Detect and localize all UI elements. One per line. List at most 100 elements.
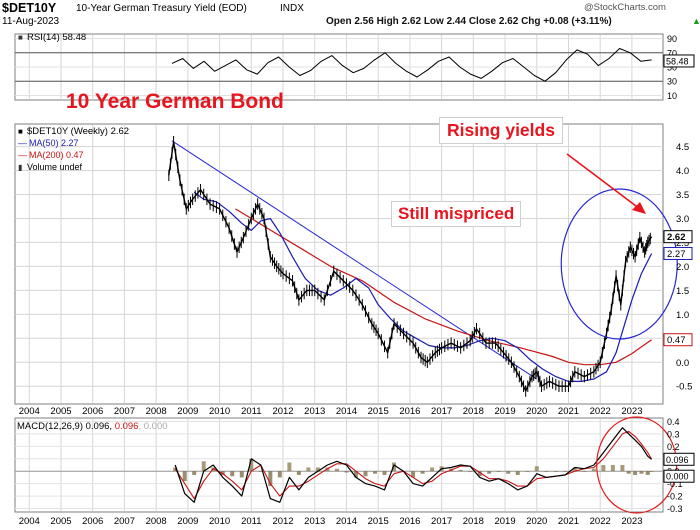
x-tick-label: 2017 [431,516,452,527]
highlight-circle-price [560,188,678,340]
macd-histogram-bar [645,471,650,475]
rsi-legend-swatch: ■ [18,33,23,42]
macd-histogram-bar [249,458,254,472]
x-tick-label: 2022 [590,516,611,527]
macd-y-tick-label: -0.1 [667,479,683,489]
x-tick-label: 2009 [177,516,198,527]
macd-legend: MACD(12,26,9) 0.096, 0.096, 0.000 [17,421,168,432]
macd-histogram-bar [601,465,606,472]
macd-histogram-bar [563,471,568,473]
rsi-line [171,48,652,82]
macd-histogram-bar [534,466,539,472]
macd-histogram-bar [392,462,397,472]
macd-histogram-bar [325,467,330,472]
price-y-tick-label: 3.5 [676,190,689,201]
volume-legend: Volume undef [27,162,83,172]
macd-histogram-bar [525,471,530,473]
annotation-still-mispriced: Still mispriced [391,201,522,227]
x-tick-label: 2011 [241,516,261,527]
x-tick-label: 2023 [621,406,642,417]
up-arrow-icon: ▲ [692,16,700,26]
x-tick-label: 2013 [304,516,325,527]
rsi-value-tag-box [663,54,695,68]
macd-y-tick-label: 0.2 [667,442,680,452]
price-y-tick-label: 1.0 [676,310,689,321]
macd-histogram-bar [192,471,197,475]
macd-histogram-bar [582,471,587,473]
macd-histogram-bar [182,471,187,482]
ma50-legend: MA(50) 2.27 [29,138,79,148]
x-tick-label: 2018 [463,406,484,417]
macd-histogram-bar [487,471,492,474]
macd-histogram-bar [411,471,416,478]
x-tick-label: 2012 [272,406,293,417]
macd-histogram-bar [553,471,558,473]
macd-histogram-bar [315,467,320,472]
price-y-tick-label: 3.0 [676,214,689,225]
annotation-arrowhead [632,202,646,214]
trendline [171,140,538,380]
x-tick-label: 2021 [558,406,579,417]
macd-histogram-bar [296,471,301,475]
chart-date: 11-Aug-2023 [2,16,60,27]
ma200-legend-swatch: — [18,150,27,160]
macd-y-tick-label: 0.3 [667,429,680,439]
x-tick-label: 2018 [463,516,484,527]
macd-histogram-bar [201,461,206,472]
chart-marks [168,48,654,503]
annotation-title: 10 Year German Bond [66,90,284,113]
x-tick-label: 2014 [336,516,357,527]
x-tick-label: 2015 [368,406,389,417]
macd-histogram-bar [477,471,482,477]
chart-symbol: $DET10Y [2,1,57,15]
macd-histogram-bar [515,471,520,475]
x-tick-label: 2016 [399,406,420,417]
rsi-legend: RSI(14) 58.48 [27,32,86,43]
x-tick-label: 2017 [431,406,452,417]
x-tick-label: 2008 [146,406,167,417]
histogram-value-tag: 0.000 [666,472,689,482]
annotation-arrow-line [566,153,641,210]
macd-histogram-bar [230,471,235,477]
x-tick-label: 2008 [146,516,167,527]
ma50-value-tag-box [663,246,693,260]
price-y-tick-label: 4.5 [676,142,689,153]
x-tick-label: 2010 [209,406,230,417]
annotation-rising-yields: Rising yields [439,117,563,144]
ma200-value-tag-box [663,333,693,347]
grid-lines [15,35,663,511]
rsi-y-tick-label: 90 [667,34,677,44]
price-y-tick-label: 0.0 [676,358,689,369]
macd-histogram-bar [334,468,339,472]
watermark: @StockCharts.com [584,2,666,13]
ma50-legend-swatch: — [18,138,27,148]
histogram-value-tag-box [663,469,695,483]
macd-histogram-bar [239,471,244,478]
x-tick-label: 2015 [368,516,389,527]
x-tick-label: 2020 [526,406,547,417]
close-value-tag: 2.62 [667,232,686,243]
macd-histogram-bar [353,471,358,478]
rsi-value-tag: 58.48 [666,56,689,66]
price-legend-swatch: ■ [18,127,23,136]
chart-overlays [560,153,678,514]
price-y-tick-label: 2.0 [676,262,689,273]
macd-histogram-bar [420,471,425,474]
macd-histogram-bar [268,471,273,487]
macd-signal-line [174,430,653,500]
x-tick-label: 2004 [19,406,40,417]
x-tick-label: 2009 [177,406,198,417]
macd-value-tag-box [663,452,695,466]
price-y-tick-label: 2.5 [676,238,689,249]
macd-histogram-bar [306,467,311,472]
macd-histogram-bar [639,471,644,474]
price-y-tick-label: 1.5 [676,286,689,297]
x-tick-label: 2011 [241,406,261,417]
x-tick-label: 2012 [272,516,293,527]
x-tick-label: 2021 [558,516,579,527]
macd-histogram-bar [382,471,387,475]
chart-name: 10-Year German Treasury Yield (EOD) [76,3,247,14]
x-tick-label: 2007 [114,406,135,417]
x-tick-label: 2010 [209,516,230,527]
